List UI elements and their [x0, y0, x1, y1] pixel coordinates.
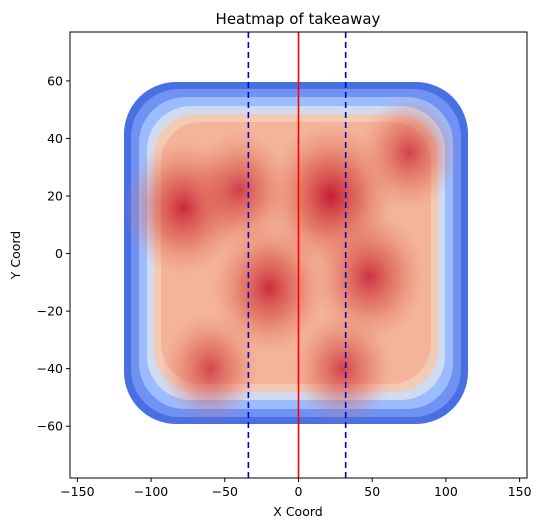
x-tick-label: 0	[295, 484, 303, 499]
density-hotspot-5	[358, 94, 460, 211]
y-axis-label: Y Coord	[8, 231, 23, 281]
y-tick-label: 0	[55, 246, 63, 261]
y-tick-label: −60	[37, 419, 63, 434]
x-tick-label: −150	[60, 484, 94, 499]
y-tick-label: 40	[47, 131, 63, 146]
y-tick-label: 20	[47, 189, 63, 204]
x-tick-label: 100	[434, 484, 458, 499]
plot-area	[124, 32, 468, 478]
density-hotspot-7	[292, 310, 394, 427]
y-tick-label: 60	[47, 73, 63, 88]
density-hotspot-3	[312, 211, 426, 342]
x-tick-label: −50	[212, 484, 238, 499]
x-axis-label: X Coord	[273, 504, 322, 519]
x-tick-label: 50	[364, 484, 380, 499]
density-hotspot-4	[187, 130, 292, 251]
y-tick-label: −40	[37, 361, 63, 376]
y-axis: −60 −40 −20 0 20 40 60	[37, 73, 70, 434]
x-axis: −150 −100 −50 0 50 100 150	[60, 478, 532, 499]
y-tick-label: −20	[37, 304, 63, 319]
chart-title: Heatmap of takeaway	[216, 10, 381, 28]
x-tick-label: −100	[134, 484, 168, 499]
reference-lines	[247, 32, 347, 478]
x-tick-label: 150	[508, 484, 532, 499]
density-hotspot-6	[161, 312, 260, 426]
